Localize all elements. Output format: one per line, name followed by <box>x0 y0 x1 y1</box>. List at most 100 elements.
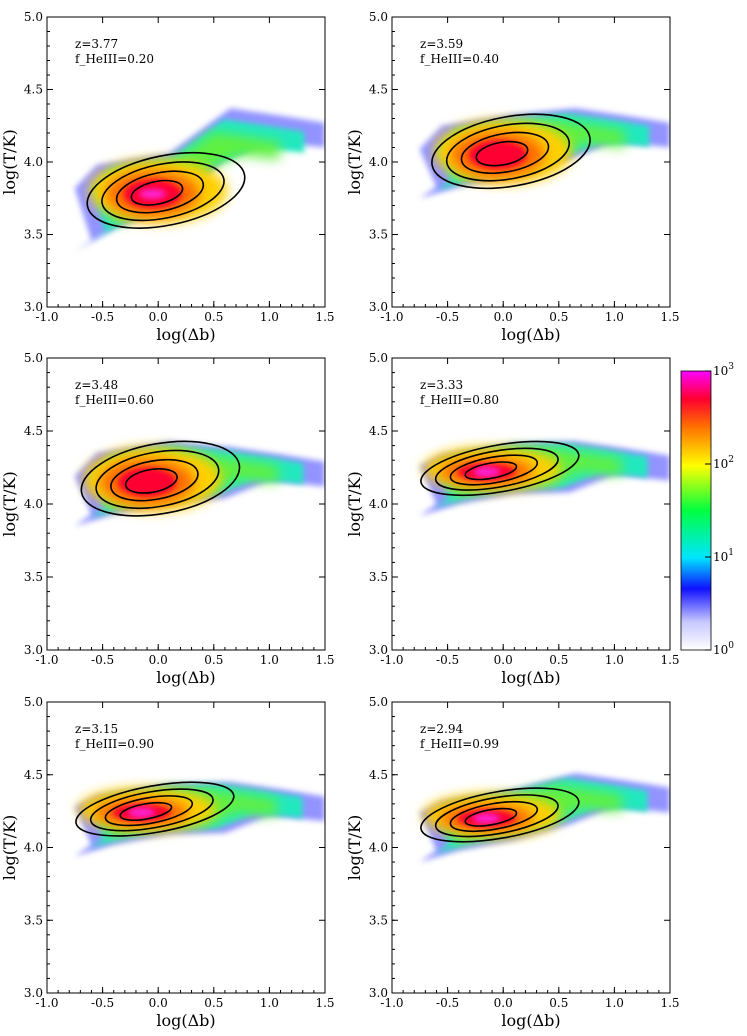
y-tick-label: 5.0 <box>369 695 388 709</box>
x-tick-label: -0.5 <box>436 996 459 1010</box>
y-axis-label: log(T/K) <box>0 815 19 881</box>
y-tick-label: 4.5 <box>24 424 43 438</box>
contour-2 <box>445 122 571 182</box>
contour-3 <box>460 131 550 174</box>
redshift-annotation: z=3.59 <box>420 37 463 51</box>
contour-4 <box>475 140 529 167</box>
contour-2 <box>89 788 214 832</box>
contour-2 <box>101 161 225 222</box>
colorbar: 100 101 102 103 <box>680 362 734 657</box>
contour-1 <box>80 440 241 517</box>
x-tick-label: 0.0 <box>149 653 168 667</box>
redshift-annotation: z=3.33 <box>420 378 463 392</box>
x-tick-label: 1.5 <box>315 310 334 324</box>
contour-3 <box>110 458 199 502</box>
x-tick-label: 0.0 <box>494 996 513 1010</box>
density-map <box>74 108 325 252</box>
density-map <box>419 440 670 516</box>
y-tick-label: 3.0 <box>24 300 43 314</box>
x-tick-label: 1.5 <box>660 310 679 324</box>
x-tick-label: 1.0 <box>260 653 279 667</box>
x-axis: -1.0 -0.5 0.0 0.5 1.0 1.5 log(Δb) <box>380 702 680 1030</box>
y-tick-label: 3.0 <box>24 643 43 657</box>
x-tick-label: -1.0 <box>35 996 58 1010</box>
x-tick-label: 1.0 <box>260 996 279 1010</box>
colorbar-tick-label: 100 <box>713 641 734 657</box>
x-tick-label: -0.5 <box>436 310 459 324</box>
x-tick-label: -1.0 <box>35 653 58 667</box>
panel-2: -1.0 -0.5 0.0 0.5 1.0 1.5 log(Δb) 3.0 3.5 4.0 4.5 5… <box>345 10 680 344</box>
y-axis-label: log(T/K) <box>345 815 364 881</box>
x-axis: -1.0 -0.5 0.0 0.5 1.0 1.5 log(Δb) <box>380 358 680 687</box>
y-axis: 3.0 3.5 4.0 4.5 5.0 log(T/K) <box>345 10 670 314</box>
x-tick-label: 0.5 <box>204 310 223 324</box>
x-axis-label: log(Δb) <box>156 668 215 687</box>
contour-2 <box>434 447 559 491</box>
x-tick-label: 0.5 <box>204 653 223 667</box>
contour-1 <box>75 781 235 837</box>
contour-4 <box>464 807 518 827</box>
x-tick-label: -1.0 <box>380 996 403 1010</box>
y-axis-label: log(T/K) <box>0 129 19 195</box>
y-tick-label: 3.5 <box>369 913 388 927</box>
colorbar-tick-label: 101 <box>713 548 734 564</box>
x-tick-label: -1.0 <box>380 653 403 667</box>
x-tick-label: 0.0 <box>149 996 168 1010</box>
x-tick-label: 1.5 <box>315 653 334 667</box>
y-axis: 3.0 3.5 4.0 4.5 5.0 log(T/K) <box>345 351 670 657</box>
y-tick-label: 5.0 <box>24 10 43 24</box>
panel-1: -1.0 -0.5 0.0 0.5 1.0 1.5 log(Δb) 3.0 3.5 4.0 4.5 5… <box>0 10 335 344</box>
contour-4 <box>464 461 518 481</box>
density-peak <box>139 188 166 199</box>
contour-1 <box>420 440 580 497</box>
panels: -1.0 -0.5 0.0 0.5 1.0 1.5 log(Δb) 3.0 3.5 4.0 4.5 5… <box>0 10 680 1030</box>
panel-4: -1.0 -0.5 0.0 0.5 1.0 1.5 log(Δb) 3.0 3.5 4.0 4.5 5… <box>345 351 680 687</box>
y-tick-label: 4.0 <box>24 497 43 511</box>
x-tick-label: -0.5 <box>91 310 114 324</box>
x-tick-label: 1.0 <box>605 996 624 1010</box>
x-tick-label: -0.5 <box>436 653 459 667</box>
x-axis-label: log(Δb) <box>156 1011 215 1030</box>
y-tick-label: 3.5 <box>369 228 388 242</box>
contour-4 <box>119 801 173 821</box>
x-tick-label: 1.5 <box>660 996 679 1010</box>
density-peak <box>473 466 500 477</box>
y-tick-label: 5.0 <box>369 351 388 365</box>
y-axis-label: log(T/K) <box>345 129 364 195</box>
y-tick-label: 4.5 <box>369 424 388 438</box>
x-tick-label: 0.5 <box>549 996 568 1010</box>
contour-3 <box>115 170 205 214</box>
x-tick-label: 1.0 <box>605 653 624 667</box>
y-tick-label: 4.0 <box>369 497 388 511</box>
density-map <box>419 108 670 199</box>
redshift-annotation: z=3.77 <box>75 37 118 51</box>
y-tick-label: 4.5 <box>369 83 388 97</box>
y-axis: 3.0 3.5 4.0 4.5 5.0 log(T/K) <box>345 695 670 1000</box>
y-tick-label: 5.0 <box>369 10 388 24</box>
y-tick-label: 4.5 <box>24 83 43 97</box>
heiii-fraction-annotation: f_HeIII=0.99 <box>420 737 499 751</box>
panel-3: -1.0 -0.5 0.0 0.5 1.0 1.5 log(Δb) 3.0 3.5 4.0 4.5 5… <box>0 351 335 687</box>
x-axis-label: log(Δb) <box>501 1011 560 1030</box>
contour-2 <box>434 794 559 838</box>
x-tick-label: 1.0 <box>260 310 279 324</box>
x-tick-label: 0.5 <box>549 653 568 667</box>
y-tick-label: 4.0 <box>24 841 43 855</box>
y-tick-label: 3.0 <box>369 300 388 314</box>
x-tick-label: 1.0 <box>605 310 624 324</box>
heiii-fraction-annotation: f_HeIII=0.90 <box>75 737 154 751</box>
contour-3 <box>449 454 539 486</box>
y-axis: 3.0 3.5 4.0 4.5 5.0 log(T/K) <box>0 695 325 1000</box>
contour-4 <box>130 179 184 206</box>
x-tick-label: 0.5 <box>549 310 568 324</box>
x-tick-label: -1.0 <box>380 310 403 324</box>
y-tick-label: 3.0 <box>369 643 388 657</box>
x-axis: -1.0 -0.5 0.0 0.5 1.0 1.5 log(Δb) <box>35 358 335 687</box>
y-tick-label: 3.5 <box>369 570 388 584</box>
y-axis: 3.0 3.5 4.0 4.5 5.0 log(T/K) <box>0 10 325 314</box>
y-tick-label: 4.5 <box>24 768 43 782</box>
redshift-annotation: z=3.15 <box>75 722 118 736</box>
y-tick-label: 4.0 <box>369 841 388 855</box>
x-tick-label: -0.5 <box>91 653 114 667</box>
